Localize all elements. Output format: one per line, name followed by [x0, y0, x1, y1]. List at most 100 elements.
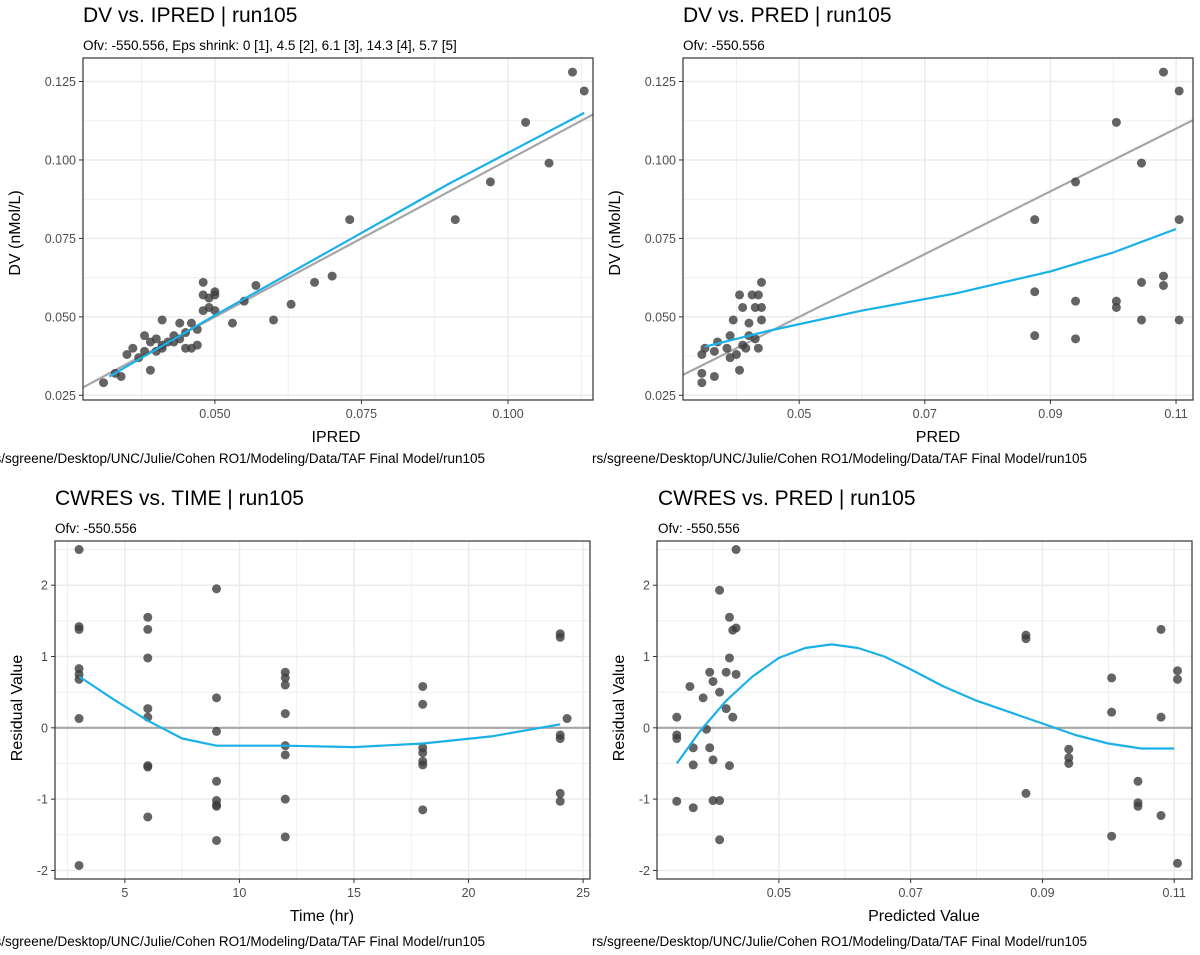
y-tick-label: 0.050 — [45, 310, 76, 324]
x-axis-title: Predicted Value — [868, 908, 980, 925]
data-point — [280, 794, 290, 804]
x-tick-label: 0.09 — [1038, 407, 1062, 421]
x-tick-label: 0.100 — [492, 407, 523, 421]
data-point — [697, 368, 707, 378]
data-point — [212, 584, 222, 594]
data-point — [198, 277, 208, 287]
data-point — [280, 709, 290, 719]
data-point — [688, 760, 698, 770]
figure-caption: rs/sgreene/Desktop/UNC/Julie/Cohen RO1/M… — [0, 451, 485, 466]
data-point — [728, 315, 738, 325]
y-tick-label: 0.025 — [645, 389, 676, 403]
data-point — [697, 378, 707, 388]
data-point — [1156, 712, 1166, 722]
data-point — [1174, 86, 1184, 96]
data-point — [721, 667, 731, 677]
reference-line — [683, 119, 1193, 376]
x-tick-label: 0.09 — [1030, 886, 1054, 900]
data-point — [1071, 334, 1081, 344]
data-point — [1030, 331, 1040, 341]
y-axis-title: DV (nMol/L) — [7, 190, 24, 275]
data-point — [418, 748, 428, 758]
plot-background — [683, 58, 1193, 400]
x-tick-label: 20 — [462, 886, 476, 900]
data-point — [1173, 858, 1183, 868]
grid — [83, 58, 593, 400]
chart-title: DV vs. IPRED | run105 — [83, 4, 297, 27]
data-point — [672, 712, 682, 722]
data-point — [721, 704, 731, 714]
data-point — [140, 331, 150, 341]
data-point — [269, 315, 279, 325]
data-point — [555, 632, 565, 642]
chart-title: CWRES vs. PRED | run105 — [658, 487, 916, 510]
data-point — [731, 623, 741, 633]
chart-title: CWRES vs. TIME | run105 — [55, 487, 304, 510]
grid — [683, 58, 1193, 400]
data-point — [143, 762, 153, 772]
data-point — [562, 714, 572, 724]
y-tick-label: 0.100 — [45, 153, 76, 167]
data-point — [757, 315, 767, 325]
data-point — [227, 318, 237, 328]
data-point — [175, 318, 185, 328]
data-point — [74, 624, 84, 634]
data-point — [450, 215, 460, 225]
data-point — [750, 302, 760, 312]
data-point — [705, 667, 715, 677]
x-tick-label: 0.05 — [787, 407, 811, 421]
x-tick-label: 0.075 — [346, 407, 377, 421]
data-point — [99, 378, 109, 388]
data-point — [1107, 707, 1117, 717]
panel-border — [656, 540, 1193, 880]
data-point — [74, 860, 84, 870]
data-point — [1173, 674, 1183, 684]
panel-dv-vs-ipred: DV vs. IPRED | run105 Ofv: -550.556, Eps… — [0, 4, 594, 466]
data-point — [280, 673, 290, 683]
data-point — [715, 687, 725, 697]
data-point — [1156, 624, 1166, 634]
data-point — [1107, 673, 1117, 683]
data-point — [186, 318, 196, 328]
plot-area — [83, 67, 593, 389]
data-point — [731, 350, 741, 360]
data-point — [310, 277, 320, 287]
data-point — [724, 612, 734, 622]
data-point — [485, 177, 495, 187]
data-point — [715, 835, 725, 845]
smooth-line — [675, 643, 1175, 765]
y-tick-label: 1 — [41, 650, 48, 664]
data-point — [280, 680, 290, 690]
x-tick-label: 10 — [232, 886, 246, 900]
data-point — [685, 681, 695, 691]
data-point — [753, 343, 763, 353]
data-point — [688, 803, 698, 813]
figure-caption: rs/sgreene/Desktop/UNC/Julie/Cohen RO1/M… — [592, 934, 1087, 949]
x-tick-label: 0.07 — [898, 886, 922, 900]
data-point — [212, 693, 222, 703]
data-point — [1021, 788, 1031, 798]
y-tick-label: 2 — [643, 579, 650, 593]
panel-border — [54, 540, 591, 880]
data-point — [722, 343, 732, 353]
smooth-line — [78, 675, 561, 749]
smooth-line — [704, 227, 1177, 348]
data-point — [544, 158, 554, 168]
data-point — [1071, 296, 1081, 306]
data-point — [709, 371, 719, 381]
figure-caption: rs/sgreene/Desktop/UNC/Julie/Cohen RO1/M… — [592, 451, 1087, 466]
plot-area — [55, 545, 590, 870]
x-axis-title: IPRED — [312, 429, 361, 446]
x-tick-label: 0.05 — [767, 886, 791, 900]
panel-cwres-vs-time: CWRES vs. TIME | run105 Ofv: -550.556 Ti… — [0, 487, 591, 949]
y-axis-title: DV (nMol/L) — [607, 190, 624, 275]
plot-area — [657, 545, 1192, 868]
data-point — [724, 653, 734, 663]
data-point — [418, 805, 428, 815]
data-point — [1136, 315, 1146, 325]
data-point — [74, 714, 84, 724]
x-tick-label: 0.11 — [1164, 407, 1187, 421]
data-point — [212, 835, 222, 845]
panel-dv-vs-pred: DV vs. PRED | run105 Ofv: -550.556 PRED … — [592, 4, 1194, 466]
